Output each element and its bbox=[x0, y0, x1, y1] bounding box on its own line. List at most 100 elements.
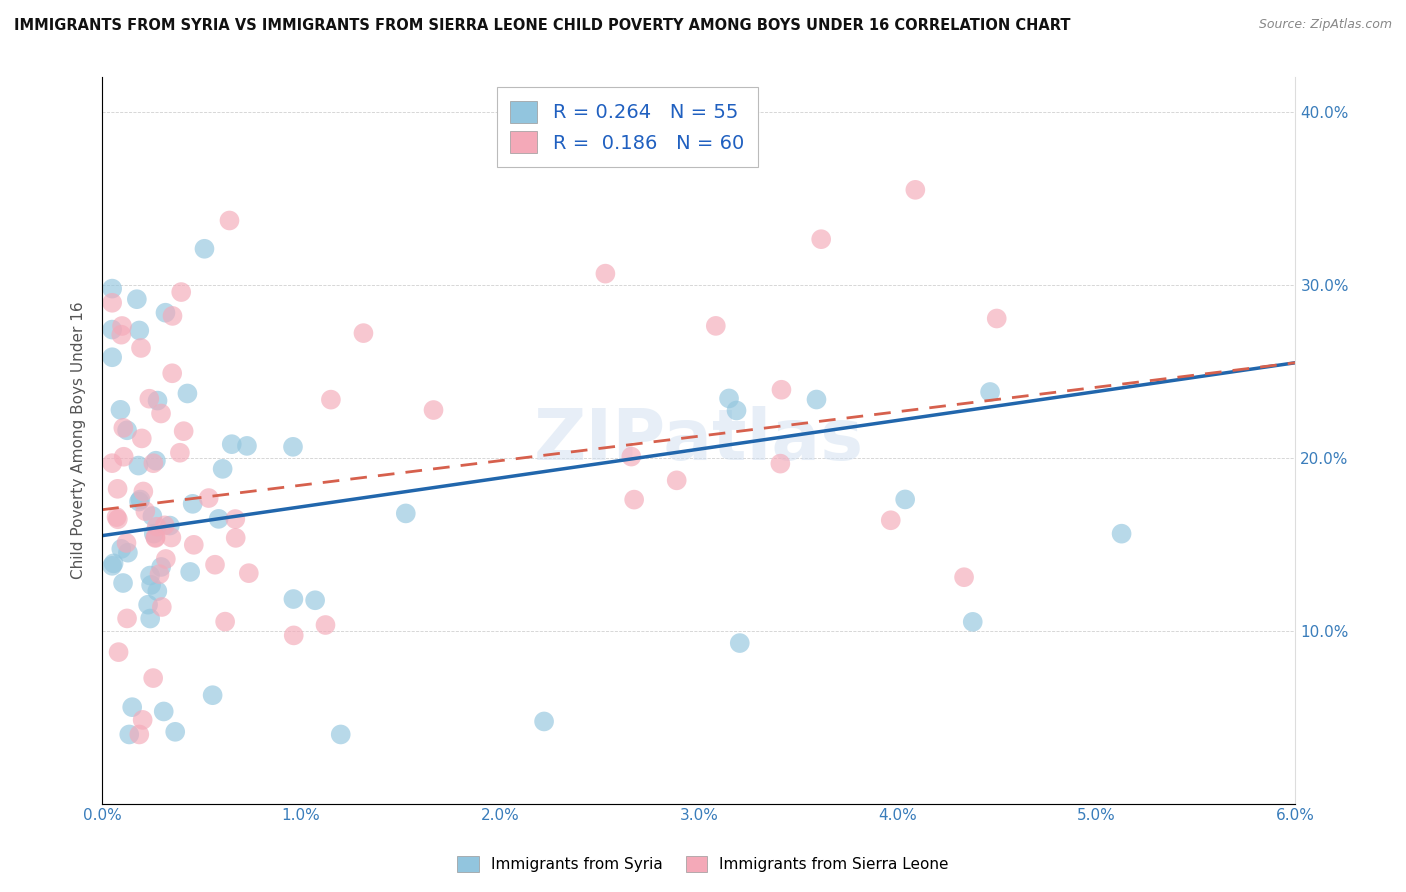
Point bbox=[115, 423, 138, 437]
Point bbox=[138, 392, 160, 406]
Point bbox=[183, 538, 205, 552]
Point bbox=[904, 183, 927, 197]
Point bbox=[894, 492, 917, 507]
Point bbox=[117, 546, 139, 560]
Point bbox=[211, 462, 233, 476]
Point bbox=[101, 456, 124, 470]
Point bbox=[159, 518, 181, 533]
Point bbox=[224, 512, 246, 526]
Point bbox=[103, 557, 125, 571]
Text: Source: ZipAtlas.com: Source: ZipAtlas.com bbox=[1258, 18, 1392, 31]
Point bbox=[352, 326, 374, 340]
Point bbox=[150, 407, 173, 421]
Point bbox=[155, 306, 177, 320]
Point bbox=[131, 713, 153, 727]
Legend: R = 0.264   N = 55, R =  0.186   N = 60: R = 0.264 N = 55, R = 0.186 N = 60 bbox=[496, 87, 758, 167]
Point bbox=[145, 531, 167, 545]
Point bbox=[150, 560, 173, 574]
Point bbox=[111, 318, 134, 333]
Point bbox=[595, 267, 617, 281]
Point bbox=[139, 578, 162, 592]
Point bbox=[221, 437, 243, 451]
Point bbox=[129, 341, 152, 355]
Point bbox=[620, 450, 643, 464]
Y-axis label: Child Poverty Among Boys Under 16: Child Poverty Among Boys Under 16 bbox=[72, 301, 86, 579]
Point bbox=[129, 492, 152, 507]
Point bbox=[953, 570, 976, 584]
Point bbox=[718, 392, 741, 406]
Point bbox=[162, 309, 184, 323]
Point bbox=[725, 403, 748, 417]
Point bbox=[181, 497, 204, 511]
Point bbox=[173, 424, 195, 438]
Point bbox=[142, 526, 165, 541]
Point bbox=[131, 431, 153, 445]
Point bbox=[201, 688, 224, 702]
Point bbox=[204, 558, 226, 572]
Point bbox=[101, 558, 124, 573]
Point bbox=[115, 536, 138, 550]
Point bbox=[101, 282, 124, 296]
Point bbox=[208, 512, 231, 526]
Point bbox=[283, 592, 305, 607]
Point bbox=[101, 295, 124, 310]
Point bbox=[115, 611, 138, 625]
Point bbox=[314, 618, 336, 632]
Point bbox=[720, 148, 742, 162]
Point bbox=[165, 724, 187, 739]
Point bbox=[806, 392, 828, 407]
Point bbox=[214, 615, 236, 629]
Point bbox=[155, 552, 177, 566]
Point bbox=[152, 705, 174, 719]
Point bbox=[150, 599, 173, 614]
Text: ZIPatlas: ZIPatlas bbox=[534, 406, 863, 475]
Point bbox=[141, 509, 163, 524]
Point bbox=[132, 484, 155, 499]
Point bbox=[665, 473, 688, 487]
Point bbox=[107, 512, 129, 526]
Point bbox=[422, 403, 444, 417]
Point bbox=[118, 727, 141, 741]
Point bbox=[139, 611, 162, 625]
Point bbox=[329, 727, 352, 741]
Point bbox=[962, 615, 984, 629]
Point bbox=[176, 386, 198, 401]
Point bbox=[728, 636, 751, 650]
Legend: Immigrants from Syria, Immigrants from Sierra Leone: Immigrants from Syria, Immigrants from S… bbox=[450, 848, 956, 880]
Point bbox=[225, 531, 247, 545]
Point bbox=[110, 327, 132, 342]
Point bbox=[142, 671, 165, 685]
Point bbox=[880, 513, 903, 527]
Point bbox=[770, 383, 793, 397]
Point bbox=[107, 482, 129, 496]
Point bbox=[160, 366, 183, 380]
Point bbox=[112, 450, 135, 464]
Point bbox=[236, 439, 259, 453]
Point bbox=[197, 491, 219, 505]
Point bbox=[281, 440, 304, 454]
Point bbox=[146, 584, 169, 599]
Point bbox=[1111, 526, 1133, 541]
Point bbox=[128, 727, 150, 741]
Point bbox=[304, 593, 326, 607]
Point bbox=[125, 292, 148, 306]
Point bbox=[146, 393, 169, 408]
Point bbox=[170, 285, 193, 299]
Point bbox=[128, 323, 150, 337]
Point bbox=[179, 565, 201, 579]
Point bbox=[112, 576, 135, 591]
Point bbox=[193, 242, 215, 256]
Point bbox=[142, 456, 165, 470]
Point bbox=[533, 714, 555, 729]
Point bbox=[110, 541, 132, 556]
Point bbox=[127, 458, 149, 473]
Point bbox=[810, 232, 832, 246]
Point bbox=[145, 530, 167, 544]
Point bbox=[107, 645, 129, 659]
Point bbox=[110, 402, 132, 417]
Point bbox=[139, 568, 162, 582]
Point bbox=[134, 504, 156, 518]
Point bbox=[218, 213, 240, 227]
Point bbox=[121, 700, 143, 714]
Point bbox=[128, 494, 150, 508]
